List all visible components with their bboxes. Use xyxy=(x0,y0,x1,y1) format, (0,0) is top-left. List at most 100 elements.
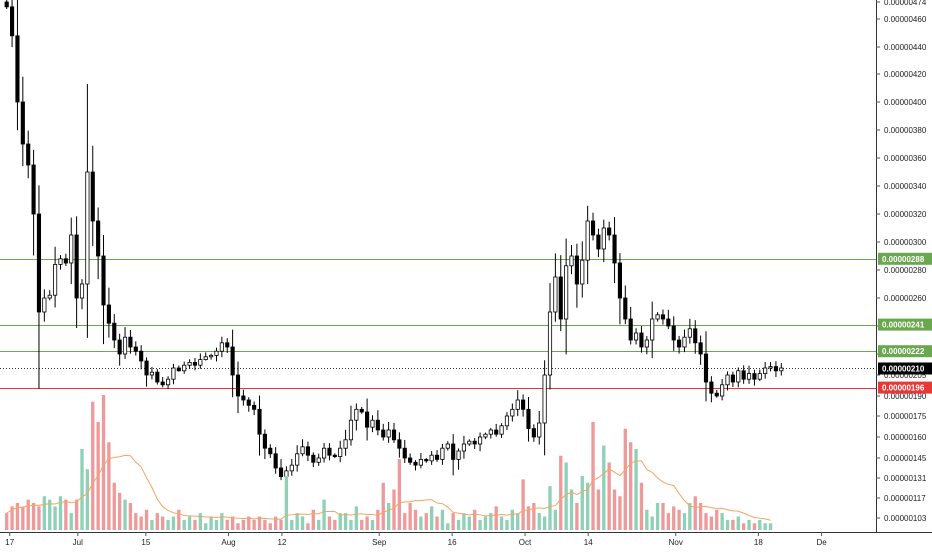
volume-bar xyxy=(101,395,106,530)
candle-body xyxy=(397,439,402,449)
volume-bar xyxy=(446,523,450,530)
level-tag-label-3: 0.00000196 xyxy=(882,384,925,393)
candle-body xyxy=(79,283,85,299)
volume-bar xyxy=(161,516,165,530)
candle-body xyxy=(305,446,310,456)
volume-bar xyxy=(419,516,423,530)
candle-body xyxy=(295,453,300,466)
candle-body xyxy=(219,342,224,352)
candle-body xyxy=(198,359,203,366)
candle-body xyxy=(278,467,284,477)
volume-bar xyxy=(21,506,25,530)
candle-body xyxy=(698,342,703,355)
volume-bar xyxy=(548,486,552,530)
volume-bar xyxy=(15,503,20,530)
candle-body xyxy=(241,395,246,401)
volume-bar xyxy=(602,445,606,530)
candle-body xyxy=(171,367,176,380)
volume-bar xyxy=(693,496,697,530)
candle-body xyxy=(682,336,687,348)
candle-body xyxy=(10,6,15,37)
volume-bar xyxy=(166,519,170,530)
volume-bar xyxy=(768,523,773,530)
candle-body xyxy=(133,346,138,352)
candle-body xyxy=(558,276,563,320)
candle-body xyxy=(445,443,450,449)
candle-body xyxy=(510,408,515,417)
volume-bar xyxy=(435,516,439,530)
candle-body xyxy=(440,447,445,460)
candle-body xyxy=(311,454,316,463)
candle-body xyxy=(424,459,429,462)
candle-body xyxy=(365,411,370,428)
candle-body xyxy=(117,339,122,355)
volume-bar xyxy=(537,513,541,530)
candle-body xyxy=(687,328,692,338)
candle-body xyxy=(773,366,778,372)
candle-body xyxy=(386,429,391,438)
volume-bar xyxy=(607,462,611,530)
candle-body xyxy=(515,399,520,410)
candle-body xyxy=(338,447,343,458)
candle-body xyxy=(730,374,735,383)
candle-body xyxy=(612,234,617,264)
candle-body xyxy=(149,371,154,376)
volume-bar xyxy=(489,513,493,530)
volume-bar xyxy=(225,519,229,530)
volume-bar xyxy=(483,516,488,530)
volume-bar xyxy=(585,482,590,530)
y-tick-label: 0.00000320 xyxy=(884,210,927,219)
candle-body xyxy=(370,419,375,428)
volume-bar xyxy=(247,516,251,530)
candle-body xyxy=(122,336,128,355)
candle-body xyxy=(467,440,472,445)
x-tick-label: De xyxy=(816,538,827,547)
volume-bar xyxy=(596,489,601,530)
candle-body xyxy=(746,373,752,380)
candle-body xyxy=(343,439,348,449)
candle-body xyxy=(709,381,714,394)
volume-bar xyxy=(505,519,509,530)
volume-bar xyxy=(230,516,235,530)
candle-body xyxy=(752,373,757,380)
candle-body xyxy=(316,457,321,463)
candle-body xyxy=(235,374,241,397)
candle-body xyxy=(461,443,466,452)
y-tick-label: 0.00000117 xyxy=(884,494,926,503)
level-tag-1 xyxy=(878,318,932,331)
candle-body xyxy=(451,443,456,460)
volume-bar xyxy=(510,509,515,530)
volume-bar xyxy=(704,513,708,530)
volume-bar xyxy=(666,513,671,530)
volume-bar xyxy=(709,516,714,530)
volume-bar xyxy=(715,509,719,530)
candle-body xyxy=(542,374,547,424)
volume-bar xyxy=(343,513,348,530)
candle-body xyxy=(192,361,198,366)
candle-body xyxy=(300,446,305,455)
y-tick-label: 0.00000145 xyxy=(884,454,927,463)
candle-body xyxy=(607,227,612,236)
candle-body xyxy=(36,213,42,313)
y-tick-label: 0.00000460 xyxy=(884,15,927,24)
candle-body xyxy=(176,367,181,372)
candle-body xyxy=(779,367,784,372)
candle-body xyxy=(553,276,558,313)
y-tick-label: 0.00000190 xyxy=(884,392,927,401)
candle-body xyxy=(354,408,359,421)
candle-body xyxy=(644,339,649,348)
volume-bar xyxy=(532,503,536,530)
volume-bar xyxy=(74,499,79,530)
candle-body xyxy=(381,429,386,438)
volume-bar xyxy=(559,455,563,530)
volume-bar xyxy=(747,519,751,530)
candle-body xyxy=(623,297,628,320)
volume-bar xyxy=(672,506,676,530)
volume-bar xyxy=(214,519,219,530)
candle-body xyxy=(564,265,569,320)
candle-body xyxy=(63,258,68,264)
volume-bar xyxy=(327,516,332,530)
volume-bar xyxy=(300,516,305,530)
